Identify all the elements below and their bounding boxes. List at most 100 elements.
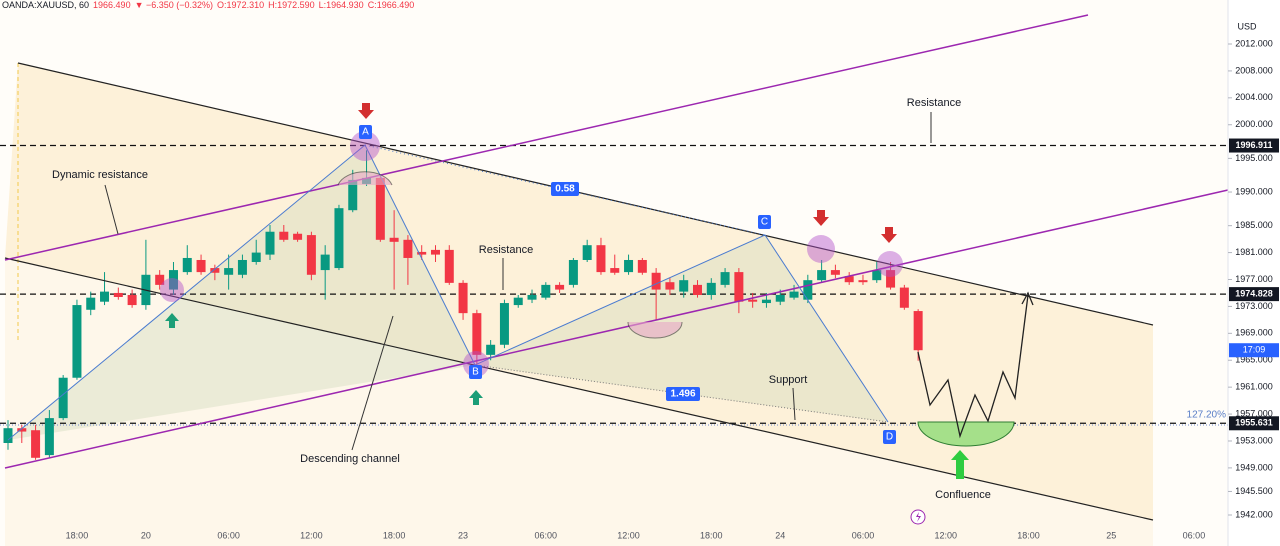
candle-body: [417, 251, 427, 255]
x-tick-label: 20: [141, 530, 151, 540]
candle-body: [582, 245, 592, 260]
x-tick-label: 24: [775, 530, 785, 540]
pattern-bcd: [475, 235, 888, 422]
candle-body: [472, 313, 482, 355]
candle-body: [844, 276, 854, 283]
candle-body: [734, 272, 744, 302]
y-tick-label: 1957.000: [1235, 408, 1273, 418]
candle-body: [706, 282, 716, 295]
countdown: 17:09: [1243, 345, 1266, 355]
fib-label: 127.20%: [1187, 410, 1227, 421]
candle-body: [886, 270, 896, 288]
x-tick-label: 06:00: [852, 530, 875, 540]
candle-body: [265, 231, 275, 255]
level-box: [1229, 416, 1279, 431]
ratio-box: [666, 387, 700, 401]
annotation: Support: [769, 374, 808, 386]
candle-body: [803, 280, 813, 300]
x-tick-label: 06:00: [1183, 530, 1206, 540]
candle-body: [389, 237, 399, 242]
up-arrow: [165, 313, 179, 328]
level-label: 1974.828: [1235, 288, 1273, 298]
candle-body: [693, 284, 702, 295]
y-tick-label: 1969.000: [1235, 328, 1273, 338]
bd-dotted: [474, 364, 889, 423]
candle-body: [458, 282, 468, 314]
candle-body: [486, 344, 496, 355]
candle-body: [127, 294, 137, 306]
currency: USD: [1237, 21, 1257, 31]
candle-body: [113, 292, 123, 297]
y-tick-label: 1965.000: [1235, 355, 1273, 365]
projection-path: [917, 294, 1029, 439]
candle-body: [168, 270, 178, 290]
ratio-box: [551, 182, 579, 196]
candle-body: [44, 418, 54, 456]
y-tick-label: 2008.000: [1235, 65, 1273, 75]
channel-fill: [5, 63, 1153, 520]
pointer: [351, 315, 394, 451]
candle-body: [224, 268, 234, 275]
candle-body: [403, 239, 413, 258]
purple-line-top: [4, 14, 1089, 261]
candle-body: [182, 257, 192, 273]
candle-body: [789, 291, 799, 298]
annotation: Confluence: [935, 489, 991, 501]
point-box: [883, 430, 896, 444]
axis-labels: 2012.000 2008.000 2004.000 2000.000 1995.000…: [1228, 38, 1279, 519]
y-tick-label: 1977.000: [1235, 274, 1273, 284]
point-box: [758, 215, 771, 229]
x-tick-label: 12:00: [617, 530, 640, 540]
ratio-label: 1.496: [670, 389, 695, 400]
candle-body: [624, 259, 634, 273]
annotation: Resistance: [479, 244, 533, 256]
x-tick-label: 18:00: [383, 530, 406, 540]
x-tick-label: 18:00: [700, 530, 723, 540]
candle-body: [720, 272, 730, 285]
point-label: D: [886, 432, 893, 443]
confluence-zone: [917, 421, 1015, 447]
channel-upper: [17, 62, 1154, 326]
candle-body: [155, 274, 165, 285]
y-tick-label: 1949.000: [1235, 462, 1273, 472]
up-arrow: [469, 390, 483, 405]
x-tick-label: 06:00: [217, 530, 240, 540]
countdown-box: [1229, 343, 1279, 358]
candle-body: [293, 233, 303, 240]
candle-body: [872, 270, 882, 281]
change: ▼ −6.350 (−0.32%): [134, 0, 214, 10]
candle-body: [86, 297, 96, 310]
y-tick-label: 2004.000: [1235, 92, 1273, 102]
purple-line-mid: [4, 189, 1229, 469]
ohlc-high: H:1972.590: [268, 0, 315, 10]
candle-body: [913, 311, 923, 351]
candle-body: [375, 177, 385, 240]
point-label: C: [761, 217, 768, 228]
lower-fill: [5, 258, 1153, 546]
candle-body: [637, 259, 647, 273]
annotation: Resistance: [907, 97, 961, 109]
annotation: Dynamic resistance: [52, 169, 148, 181]
candle-body: [748, 299, 758, 302]
candle-body: [679, 280, 689, 292]
projection-arrowhead: [1021, 291, 1034, 306]
candle-body: [568, 259, 578, 285]
candle-body: [17, 428, 27, 432]
x-tick-label: 12:00: [934, 530, 957, 540]
x-tick-label: 18:00: [1017, 530, 1040, 540]
ratio-label: 0.58: [555, 184, 575, 195]
pointer: [104, 184, 119, 235]
arc-low: [627, 321, 683, 339]
candle-body: [210, 268, 220, 273]
y-tick-label: 1995.000: [1235, 153, 1273, 163]
candle-body: [237, 259, 247, 275]
candle-body: [444, 249, 454, 283]
level-box: [1229, 287, 1279, 302]
down-arrow: [881, 227, 897, 243]
symbol: OANDA:XAUUSD, 60: [2, 0, 90, 10]
touch-circle: [877, 251, 903, 277]
x-tick-label: 06:00: [535, 530, 558, 540]
candle-body: [320, 254, 330, 271]
y-tick-label: 1985.000: [1235, 220, 1273, 230]
